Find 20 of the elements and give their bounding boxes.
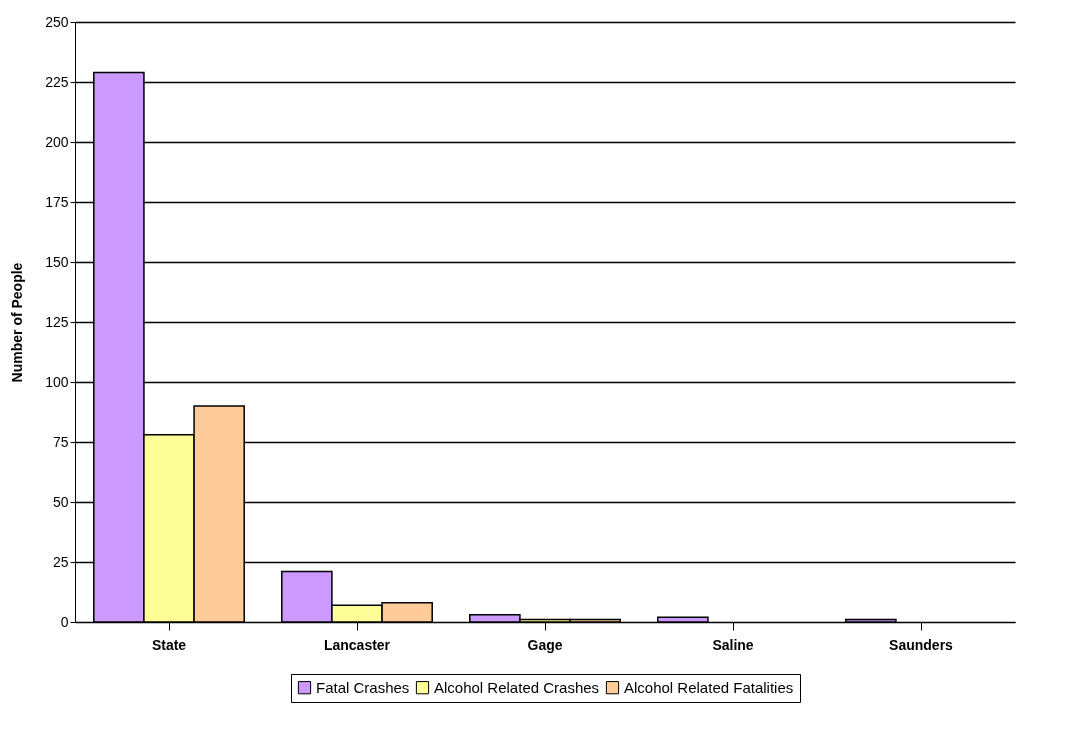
y-tick-label: 125 xyxy=(45,313,69,330)
legend-label: Alcohol Related Fatalities xyxy=(624,678,794,696)
y-axis-title: Number of People xyxy=(9,262,26,383)
y-tick-label: 0 xyxy=(60,613,69,630)
y-tick-label: 150 xyxy=(45,253,69,270)
legend-label: Alcohol Related Crashes xyxy=(434,678,600,696)
x-tick-label: Gage xyxy=(527,636,563,653)
y-tick-label: 225 xyxy=(45,73,69,90)
legend-label: Fatal Crashes xyxy=(316,678,410,696)
y-tick-label: 200 xyxy=(45,133,69,150)
y-tick-label: 100 xyxy=(45,373,69,390)
y-tick-label: 50 xyxy=(52,493,69,510)
y-tick-label: 75 xyxy=(52,433,69,450)
y-tick-label: 25 xyxy=(52,553,69,570)
y-tick-label: 250 xyxy=(45,13,69,30)
x-tick-label: Saline xyxy=(712,636,754,653)
y-tick-label: 175 xyxy=(45,193,69,210)
x-tick-label: State xyxy=(151,636,187,653)
x-tick-label: Saunders xyxy=(889,636,954,653)
x-tick-label: Lancaster xyxy=(323,636,391,653)
